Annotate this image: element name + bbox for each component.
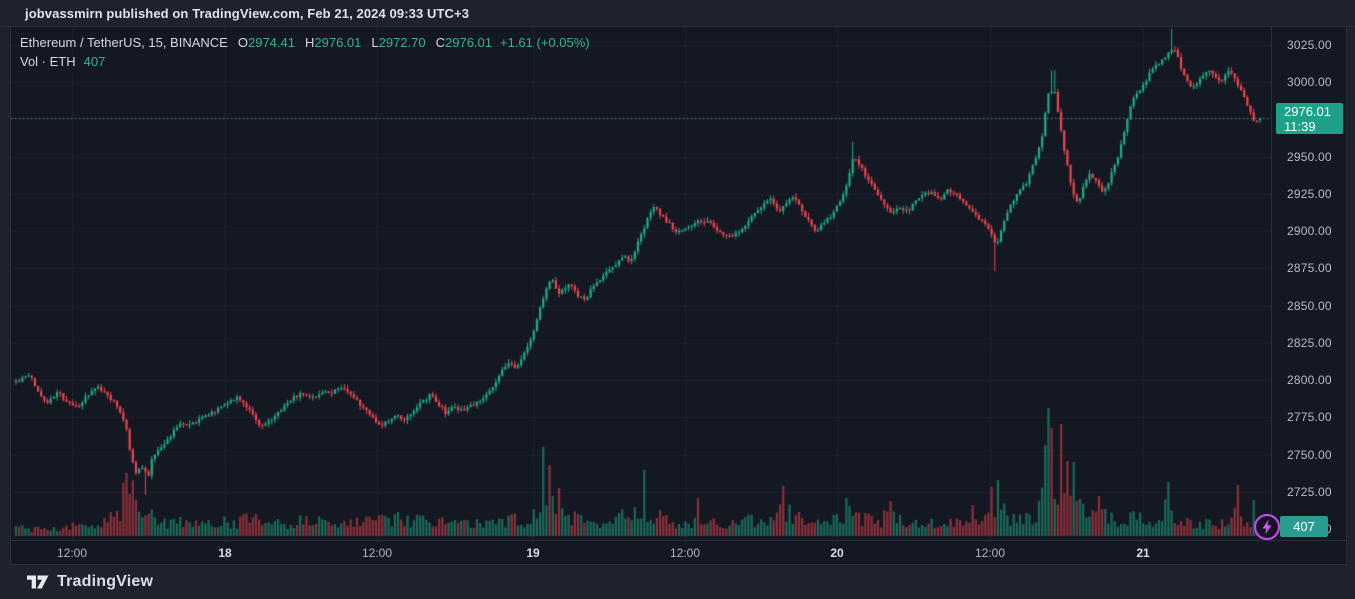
volume-label[interactable]: Vol · ETH <box>20 54 76 69</box>
lightning-bolt-icon <box>1253 513 1281 541</box>
price-axis-label: 2850.00 <box>1287 298 1332 313</box>
chart-legend: Ethereum / TetherUS, 15, BINANCE O2974.4… <box>20 33 590 71</box>
current-price: 2976.01 <box>1284 103 1331 119</box>
symbol-title[interactable]: Ethereum / TetherUS, 15, BINANCE <box>20 35 228 50</box>
attribution-text: jobvassmirn published on TradingView.com… <box>25 5 470 21</box>
current-price-badge: 2976.01 11:39 <box>1276 102 1343 134</box>
time-axis-label: 12:00 <box>974 545 1006 560</box>
chart-widget: Ethereum / TetherUS, 15, BINANCE O2974.4… <box>10 27 1347 565</box>
price-axis-label: 3000.00 <box>1287 75 1332 90</box>
price-axis-label: 2750.00 <box>1287 447 1332 462</box>
time-axis-label: 21 <box>1136 545 1150 560</box>
price-axis-label: 2825.00 <box>1287 335 1332 350</box>
price-axis-label: 2900.00 <box>1287 224 1332 239</box>
time-axis-label: 12:00 <box>56 545 88 560</box>
volume-value: 407 <box>83 54 106 69</box>
price-axis-label: 3025.00 <box>1287 38 1332 52</box>
tradingview-wordmark: TradingView <box>57 573 154 590</box>
ohlc-close: C2976.01 <box>435 35 492 50</box>
time-axis-label: 18 <box>218 545 232 560</box>
price-axis-label: 2875.00 <box>1287 261 1332 276</box>
ohlc-low: L2972.70 <box>371 35 426 50</box>
ohlc-high: H2976.01 <box>304 35 362 50</box>
time-axis-label: 20 <box>830 545 844 560</box>
time-axis[interactable]: 12:00 18 12:00 19 12:00 20 12:00 21 <box>11 540 1346 564</box>
bar-countdown: 11:39 <box>1284 118 1316 134</box>
tradingview-logo-icon <box>27 575 49 589</box>
current-volume-badge: 407 <box>1280 516 1328 537</box>
boost-button[interactable] <box>1253 513 1281 541</box>
price-axis-label: 2775.00 <box>1287 410 1332 425</box>
time-axis-label: 12:00 <box>361 545 393 560</box>
price-change: +1.61 (+0.05%) <box>500 35 590 50</box>
legend-symbol-row: Ethereum / TetherUS, 15, BINANCE O2974.4… <box>20 33 590 52</box>
tradingview-logo[interactable]: TradingView <box>27 573 153 591</box>
ohlc-open: O2974.41 <box>237 35 295 50</box>
time-axis-label: 19 <box>526 545 540 560</box>
price-axis[interactable]: 2976.01 11:39 407 3025.00 3000.00 2950.00 2… <box>1271 27 1346 540</box>
legend-volume-row: Vol · ETH 407 <box>20 52 590 71</box>
price-axis-label: 2800.00 <box>1287 373 1332 388</box>
time-axis-label: 12:00 <box>669 545 701 560</box>
price-axis-label: 2925.00 <box>1287 186 1332 201</box>
price-axis-label: 2950.00 <box>1287 149 1332 164</box>
attribution-bar: jobvassmirn published on TradingView.com… <box>0 0 1355 27</box>
price-chart-canvas[interactable] <box>11 27 1272 540</box>
footer-bar: TradingView <box>0 565 1355 599</box>
price-axis-label: 2725.00 <box>1287 484 1332 499</box>
